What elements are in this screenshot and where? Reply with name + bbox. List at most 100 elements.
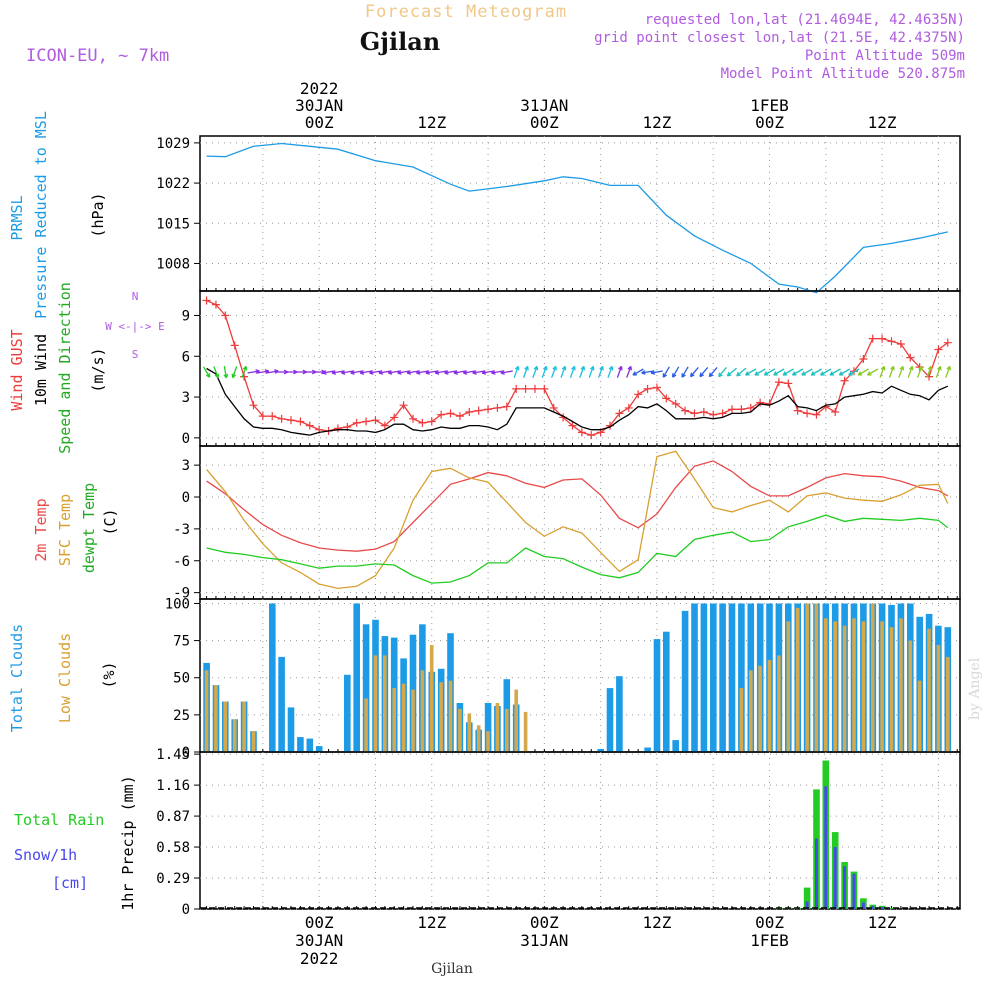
- wind-arrow-head: [425, 370, 430, 375]
- wind-arrow-head: [608, 365, 614, 371]
- wind-arrow-head: [359, 370, 365, 375]
- low-cloud-bar: [476, 725, 481, 752]
- wind-arrow: [406, 370, 420, 374]
- y-tick-label: 100: [165, 596, 190, 612]
- gust-marker: [906, 353, 915, 362]
- x-label-top: 00Z: [530, 113, 559, 132]
- axis-label-prmsl: PRMSL: [8, 195, 26, 240]
- x-label-bottom: 30JAN: [295, 931, 343, 950]
- wind-arrow-head: [890, 365, 895, 371]
- wind-arrow: [388, 370, 401, 374]
- total-cloud-bar: [297, 737, 304, 752]
- x-label-bottom: 1FEB: [750, 931, 789, 950]
- gust-marker: [493, 403, 502, 412]
- compass-south: S: [132, 348, 139, 361]
- gust-marker: [934, 345, 943, 354]
- credit: by Angel: [967, 657, 983, 720]
- wind-arrow: [945, 366, 951, 378]
- wind-arrow: [810, 368, 822, 376]
- wind-arrow: [699, 366, 709, 378]
- wind-arrow: [792, 368, 804, 376]
- gust-marker: [362, 417, 371, 426]
- wind-arrow-head: [406, 370, 412, 375]
- x-label-bottom: 00Z: [755, 913, 784, 932]
- pressure-panel: [194, 135, 961, 294]
- gust-marker: [540, 384, 549, 393]
- y-tick-label: -3: [173, 522, 190, 538]
- total-cloud-bar: [653, 639, 661, 752]
- low-cloud-bar: [739, 688, 744, 752]
- wind-arrow: [500, 370, 513, 374]
- wind-arrow-head: [434, 370, 440, 375]
- total-cloud-bar: [278, 656, 285, 752]
- wind-arrow: [907, 366, 913, 378]
- gust-marker: [849, 367, 858, 376]
- wind-arrow: [341, 370, 354, 374]
- gust-marker: [690, 409, 699, 418]
- compass-west-east: W <-|-> E: [105, 320, 165, 333]
- y-tick-label: 0: [182, 745, 190, 761]
- gust-marker: [380, 421, 389, 430]
- gust-marker: [662, 394, 671, 403]
- wind-arrow-head: [848, 371, 853, 376]
- y-tick-label: 9: [182, 308, 190, 324]
- legend-total-rain: Total Rain: [14, 811, 104, 829]
- wind-arrow: [444, 370, 457, 374]
- wind-arrow-head: [369, 370, 374, 375]
- wind-arrow: [331, 370, 344, 374]
- y-tick-label: 50: [173, 671, 190, 687]
- wind-frame: [199, 290, 961, 447]
- wind-arrow: [773, 368, 785, 376]
- low-cloud-bar: [439, 682, 443, 752]
- x-label-bottom: 12Z: [868, 913, 897, 932]
- sfc-temp-line: [206, 450, 949, 590]
- low-cloud-bar: [411, 689, 415, 752]
- wind-arrow-head: [589, 365, 595, 371]
- gust-marker: [868, 334, 877, 343]
- wind-arrow-head: [500, 370, 505, 375]
- wind-arrow-head: [937, 365, 942, 371]
- wind-arrow: [579, 366, 585, 378]
- gust-marker: [240, 372, 249, 381]
- low-cloud-bar: [514, 689, 518, 752]
- wind-speed-line: [206, 367, 949, 436]
- wind-arrow: [203, 366, 211, 378]
- low-cloud-bar: [523, 711, 528, 752]
- rain-bar: [888, 907, 895, 909]
- wind-arrow: [607, 366, 613, 378]
- low-cloud-bar: [392, 688, 396, 752]
- wind-arrow-head: [205, 373, 211, 378]
- wind-arrow-head: [908, 365, 914, 371]
- total-cloud-bar: [691, 603, 698, 752]
- wind-arrow-head: [416, 370, 421, 375]
- wind-arrow: [736, 367, 747, 377]
- footer-location: Gjilan: [431, 961, 473, 977]
- location-title: Gjilan: [360, 27, 440, 56]
- low-cloud-bar: [861, 621, 866, 752]
- x-label-top: 12Z: [868, 113, 897, 132]
- requested-coords: requested lon,lat (21.4694E, 42.4635N): [645, 12, 965, 28]
- total-cloud-bar: [306, 738, 314, 752]
- wind-arrow: [801, 368, 813, 376]
- wind-arrow: [213, 366, 219, 378]
- wind-arrow: [839, 368, 851, 376]
- wind-arrow: [764, 368, 776, 376]
- wind-arrow-head: [223, 373, 229, 379]
- gust-marker: [446, 409, 455, 418]
- wind-arrow-head: [453, 370, 459, 375]
- y-tick-label: 3: [182, 390, 190, 406]
- legend-snow-unit: [cm]: [52, 874, 88, 892]
- wind-arrow-head: [857, 371, 863, 376]
- gust-marker: [287, 416, 296, 425]
- gust-marker: [437, 410, 446, 419]
- axis-label-low-clouds: Low Clouds: [56, 633, 74, 723]
- y-tick-label: 75: [173, 634, 190, 650]
- low-cloud-bar: [373, 655, 378, 752]
- y-tick-label: 1.16: [156, 778, 190, 794]
- wind-arrow-head: [387, 370, 393, 375]
- wind-arrow: [369, 370, 382, 374]
- wind-arrow: [726, 367, 738, 377]
- y-tick-label: 6: [182, 349, 190, 365]
- wind-arrow-head: [255, 369, 260, 374]
- low-cloud-bar: [936, 645, 941, 752]
